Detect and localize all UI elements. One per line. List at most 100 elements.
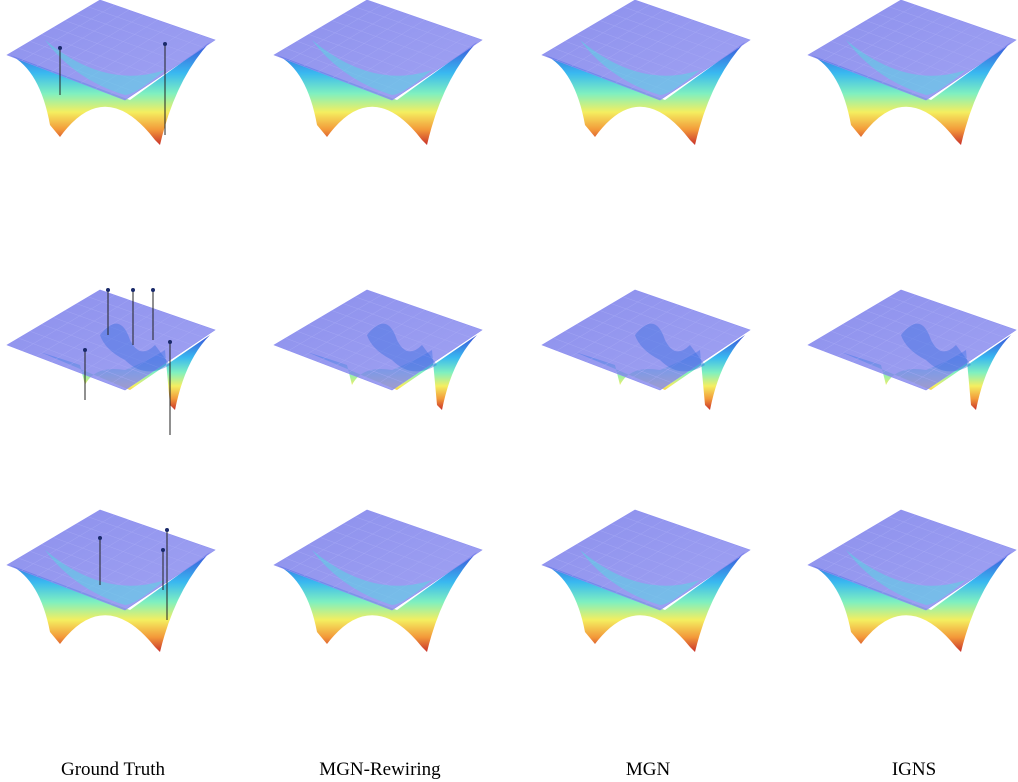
mesh-line bbox=[65, 529, 158, 588]
mesh-line bbox=[866, 310, 983, 353]
mesh-line bbox=[623, 6, 739, 48]
surface-sag bbox=[367, 323, 437, 372]
mesh-line bbox=[623, 296, 739, 338]
mesh-line bbox=[332, 530, 449, 573]
mesh-line bbox=[355, 516, 471, 558]
probe-point bbox=[106, 288, 110, 292]
mesh-line bbox=[343, 523, 460, 566]
mesh-line bbox=[877, 13, 994, 56]
mesh-line bbox=[65, 19, 158, 78]
mesh-line bbox=[332, 20, 449, 63]
surface-panel bbox=[541, 509, 751, 652]
mesh-line bbox=[332, 310, 449, 353]
mesh-line bbox=[866, 529, 959, 588]
surface-plane bbox=[273, 509, 483, 611]
surface-panel bbox=[273, 289, 483, 410]
mesh-line bbox=[65, 310, 182, 353]
mesh-line bbox=[80, 534, 172, 594]
mesh-line bbox=[630, 539, 722, 599]
surface-panel bbox=[273, 0, 483, 145]
surface-plane bbox=[541, 509, 751, 611]
mesh-line bbox=[355, 296, 471, 338]
mesh-line bbox=[623, 516, 739, 558]
surface-panel bbox=[807, 0, 1017, 145]
mesh-line bbox=[377, 544, 468, 605]
surface-plane bbox=[807, 509, 1017, 611]
surface-panel bbox=[273, 509, 483, 652]
mesh-line bbox=[615, 534, 707, 594]
surface-panel bbox=[6, 288, 216, 435]
mesh-line bbox=[615, 24, 707, 84]
panels bbox=[6, 0, 1017, 652]
mesh-line bbox=[110, 544, 201, 605]
mesh-line bbox=[110, 34, 201, 95]
surface-sag bbox=[100, 323, 170, 372]
mesh-line bbox=[347, 24, 439, 84]
mesh-line bbox=[76, 523, 193, 566]
surface-panel bbox=[807, 289, 1017, 410]
mesh-line bbox=[881, 314, 973, 374]
surface-sag bbox=[580, 40, 700, 95]
mesh-line bbox=[65, 530, 182, 573]
surface-plane bbox=[6, 0, 216, 101]
surface-panel bbox=[541, 289, 751, 410]
mesh-line bbox=[877, 523, 994, 566]
mesh-line bbox=[347, 534, 439, 594]
mesh-line bbox=[896, 319, 988, 379]
probe-point bbox=[98, 536, 102, 540]
probe-point bbox=[165, 528, 169, 532]
mesh-line bbox=[911, 324, 1002, 385]
surface-sag bbox=[635, 323, 705, 372]
mesh-line bbox=[377, 34, 468, 95]
surface-panel bbox=[807, 509, 1017, 652]
mesh-line bbox=[80, 24, 172, 84]
mesh-line bbox=[600, 19, 693, 78]
mesh-line bbox=[76, 303, 193, 346]
surface-sag bbox=[846, 550, 966, 605]
mesh-line bbox=[611, 13, 728, 56]
mesh-line bbox=[600, 529, 693, 588]
probe-point bbox=[163, 42, 167, 46]
mesh-line bbox=[881, 24, 973, 84]
surface-sag bbox=[45, 40, 165, 95]
mesh-line bbox=[630, 319, 722, 379]
mesh-line bbox=[600, 530, 717, 573]
mesh-line bbox=[332, 529, 425, 588]
probe-point bbox=[83, 348, 87, 352]
mesh-line bbox=[645, 34, 736, 95]
mesh-line bbox=[332, 309, 425, 368]
mesh-line bbox=[355, 6, 471, 48]
mesh-line bbox=[645, 324, 736, 385]
mesh-line bbox=[889, 6, 1005, 48]
mesh-line bbox=[866, 19, 959, 78]
mesh-line bbox=[889, 296, 1005, 338]
mesh-line bbox=[600, 309, 693, 368]
mesh-line bbox=[110, 324, 201, 385]
surface-sag bbox=[580, 550, 700, 605]
probe-point bbox=[168, 340, 172, 344]
mesh-line bbox=[362, 539, 454, 599]
mesh-line bbox=[877, 303, 994, 346]
surface-sag bbox=[846, 40, 966, 95]
probe-point bbox=[151, 288, 155, 292]
column-labels: Ground Truth MGN-Rewiring MGN IGNS bbox=[61, 759, 936, 780]
mesh-line bbox=[88, 6, 204, 48]
surface-plane bbox=[541, 0, 751, 101]
surface-plane bbox=[807, 0, 1017, 101]
surface-panel bbox=[541, 0, 751, 145]
mesh-line bbox=[611, 523, 728, 566]
mesh-line bbox=[362, 29, 454, 89]
surface-plane bbox=[541, 289, 751, 391]
mesh-line bbox=[65, 309, 158, 368]
surface-plane bbox=[807, 289, 1017, 391]
mesh-line bbox=[332, 19, 425, 78]
mesh-line bbox=[600, 310, 717, 353]
mesh-line bbox=[889, 516, 1005, 558]
surface-underside bbox=[277, 552, 477, 652]
surface-plane bbox=[6, 289, 216, 391]
surface-sag bbox=[901, 323, 971, 372]
mesh-line bbox=[600, 20, 717, 63]
mesh-line bbox=[343, 13, 460, 56]
probe-point bbox=[161, 548, 165, 552]
